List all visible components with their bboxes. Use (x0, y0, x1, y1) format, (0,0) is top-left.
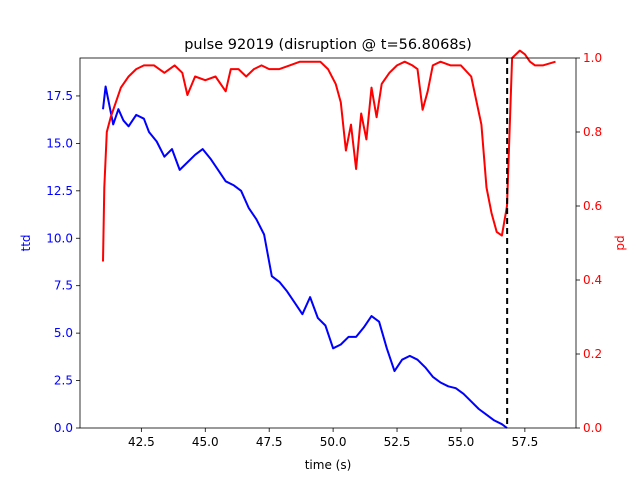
right-tick-label: 0.2 (583, 347, 602, 361)
plot-frame (79, 57, 577, 429)
left-axis-label: ttd (19, 234, 33, 251)
left-tick-label: 7.5 (54, 279, 73, 293)
right-tick-label: 0.0 (583, 421, 602, 435)
left-tick-label: 5.0 (54, 326, 73, 340)
x-tick-label: 55.0 (448, 435, 475, 449)
right-axis-label: pd (613, 235, 627, 250)
left-tick-label: 2.5 (54, 374, 73, 388)
right-tick-label: 1.0 (583, 51, 602, 65)
series-line-ttd (102, 85, 508, 429)
right-axis-ticks: 0.0 0.2 0.4 0.6 0.8 1.0 (576, 51, 602, 435)
x-tick-label: 50.0 (320, 435, 347, 449)
x-axis-ticks: 42.5 45.0 47.5 50.0 52.5 55.0 57.5 (128, 428, 538, 449)
series-line-pd (102, 49, 556, 262)
left-tick-label: 10.0 (46, 231, 73, 245)
x-axis-label: time (s) (305, 458, 352, 472)
chart-title: pulse 92019 (disruption @ t=56.8068s) (184, 37, 472, 53)
left-tick-label: 12.5 (46, 184, 73, 198)
x-tick-label: 52.5 (384, 435, 411, 449)
right-tick-label: 0.4 (583, 273, 602, 287)
right-tick-label: 0.6 (583, 199, 602, 213)
x-tick-label: 57.5 (512, 435, 539, 449)
x-tick-label: 42.5 (128, 435, 155, 449)
x-tick-label: 47.5 (256, 435, 283, 449)
left-tick-label: 0.0 (54, 421, 73, 435)
left-tick-label: 17.5 (46, 89, 73, 103)
right-tick-label: 0.8 (583, 125, 602, 139)
x-tick-label: 45.0 (192, 435, 219, 449)
left-tick-label: 15.0 (46, 136, 73, 150)
left-axis-ticks: 0.0 2.5 5.0 7.5 10.0 12.5 15.0 17.5 (46, 89, 80, 435)
series-layer (102, 49, 556, 429)
